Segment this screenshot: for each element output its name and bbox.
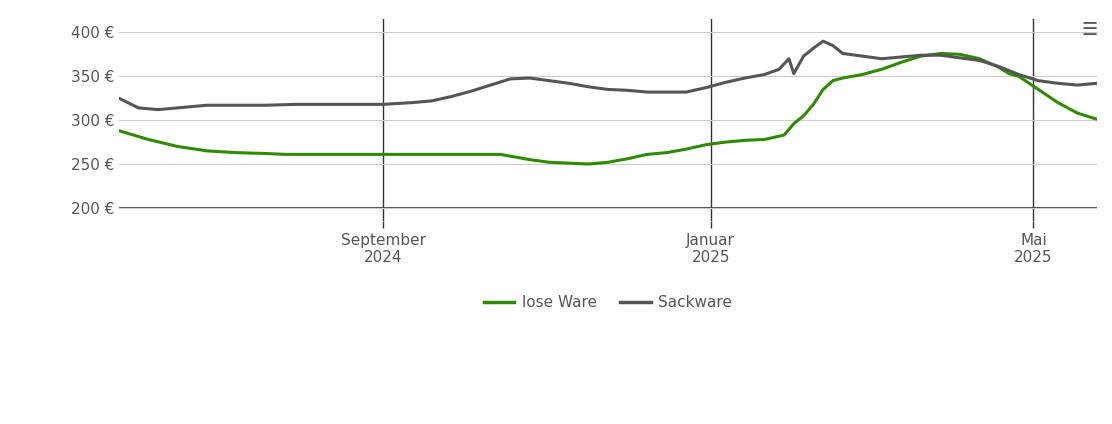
Text: ☰: ☰ — [1081, 21, 1098, 39]
Legend: lose Ware, Sackware: lose Ware, Sackware — [478, 289, 738, 316]
